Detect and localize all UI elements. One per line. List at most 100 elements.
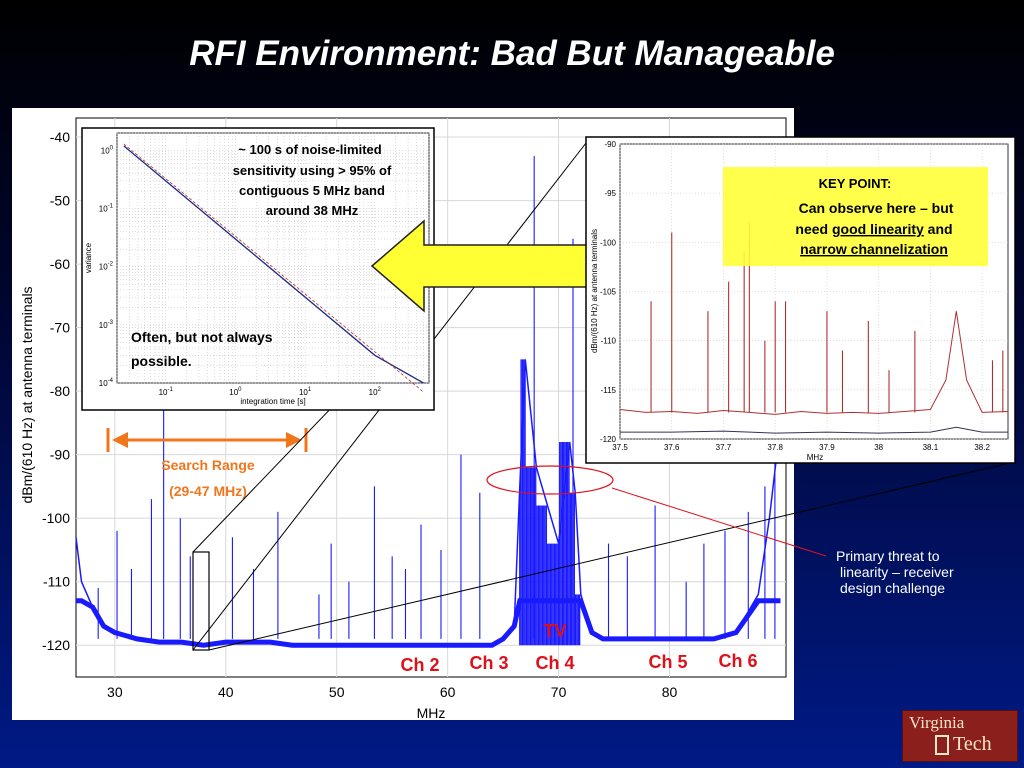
- variance-note-line2: sensitivity using > 95% of: [233, 163, 392, 178]
- main-ticks: 30 40 50 60 70 80-40-50-60-70-80-90-100-110-1…: [42, 129, 678, 700]
- search-range-sublabel: (29-47 MHz): [169, 483, 247, 499]
- variance-note-line1: ~ 100 s of noise-limited: [238, 142, 381, 157]
- variance-ytick-exp: -2: [108, 262, 114, 268]
- zoom-series-dark: [620, 426, 1008, 434]
- variance-xtick-base: 10: [369, 388, 378, 397]
- zoom-series-red: [619, 311, 1009, 415]
- variance-ytick-label: 100: [101, 145, 114, 155]
- main-xtick-label: 70: [551, 684, 567, 700]
- variance-note-line3: contiguous 5 MHz band: [239, 183, 385, 198]
- variance-ytick-base: 10: [99, 205, 108, 214]
- variance-ytick-base: 10: [99, 379, 108, 388]
- main-ytick-label: -80: [50, 383, 70, 399]
- zoom-ytick-label: -115: [601, 386, 617, 395]
- variance-ytick-base: 10: [99, 263, 108, 272]
- variance-xtick-label: 102: [369, 387, 382, 397]
- variance-ytick-label: 10-3: [99, 320, 114, 330]
- channel-label-2: Ch 2: [400, 655, 439, 675]
- search-range-bracket: [106, 428, 308, 452]
- search-range-arrow-right: [286, 432, 302, 448]
- zoom-xtick-label: 37.9: [819, 443, 835, 452]
- variance-xlabel: integration time [s]: [240, 397, 305, 406]
- main-xtick-label: 50: [329, 684, 345, 700]
- variance-curve: [123, 145, 424, 384]
- slide-title: RFI Environment: Bad But Manageable: [189, 34, 835, 73]
- tv-label: TV: [543, 621, 566, 641]
- variance-xtick-label: 101: [299, 387, 312, 397]
- tv-highlight-ellipse: [486, 465, 614, 495]
- main-ytick-label: -60: [50, 256, 70, 272]
- zoom-spikes: [650, 222, 1004, 413]
- variance-xtick-base: 10: [299, 388, 308, 397]
- variance-xtick-exp: 1: [308, 387, 312, 393]
- main-xtick-label: 30: [107, 684, 123, 700]
- annotation-leader: [611, 487, 827, 557]
- variance-plot-area: [116, 132, 430, 384]
- zoom-ytick-label: -95: [604, 189, 616, 198]
- key-point-line2-post: and: [924, 221, 953, 237]
- variance-ytick-exp: -4: [108, 378, 114, 384]
- main-ytick-label: -100: [42, 510, 70, 526]
- main-ytick-label: -70: [50, 320, 70, 336]
- search-range-arrow-left: [112, 432, 128, 448]
- main-spectrum-line: [75, 359, 782, 646]
- main-ytick-label: -90: [50, 447, 70, 463]
- key-point-line2-underlined: good linearity: [832, 221, 924, 237]
- zoom-ticks: 37.5 37.6 37.7 37.8 37.9 38 38.1 38.2 -90 -95 -100…: [600, 140, 990, 452]
- variance-ytick-label: 10-2: [99, 262, 114, 272]
- zoom-ytick-label: -120: [600, 435, 617, 444]
- annotation-line2: linearity – receiver: [840, 564, 954, 580]
- variance-caption-line2: possible.: [131, 353, 192, 369]
- variance-xtick-base: 10: [159, 388, 168, 397]
- main-ytick-label: -120: [42, 637, 70, 653]
- zoom-inset: 37.5 37.6 37.7 37.8 37.9 38 38.1 38.2 -90 -95 -100…: [585, 136, 1016, 464]
- key-point-line2-pre: need: [795, 221, 832, 237]
- variance-xtick-base: 10: [229, 388, 238, 397]
- main-xtick-label: 80: [662, 684, 678, 700]
- variance-note-line4: around 38 MHz: [266, 203, 359, 218]
- main-ytick-label: -50: [50, 193, 70, 209]
- variance-xtick-label: 10-1: [159, 387, 174, 397]
- zoom-ytick-label: -110: [601, 337, 617, 346]
- main-xtick-label: 60: [440, 684, 456, 700]
- variance-ytick-exp: -1: [108, 204, 114, 210]
- zoom-xlabel: MHz: [807, 453, 823, 462]
- variance-ytick-label: 10-4: [99, 378, 114, 388]
- zoom-xtick-label: 38: [874, 443, 883, 452]
- annotation-line1: Primary threat to: [836, 548, 940, 564]
- variance-grid: [116, 132, 430, 384]
- variance-ytick-base: 10: [101, 146, 110, 155]
- annotation-line3: design challenge: [840, 580, 945, 596]
- zoom-ytick-label: -100: [600, 238, 617, 247]
- key-point-line3: narrow channelization: [800, 241, 948, 257]
- zoom-line-right: [208, 461, 1015, 651]
- key-point-heading: KEY POINT:: [819, 176, 892, 191]
- zoom-ytick-label: -90: [604, 140, 616, 149]
- variance-caption-line1: Often, but not always: [131, 329, 273, 345]
- variance-ytick-exp: 0: [110, 145, 114, 151]
- zoom-xtick-label: 37.7: [716, 443, 732, 452]
- channel-label-6: Ch 6: [718, 651, 757, 671]
- channel-label-4: Ch 4: [535, 653, 574, 673]
- variance-xtick-exp: -1: [167, 387, 173, 393]
- zoom-xtick-label: 38.1: [923, 443, 939, 452]
- main-xlabel: MHz: [417, 705, 446, 721]
- logo-mark-icon: [935, 735, 949, 755]
- logo-line1: Virginia: [909, 713, 965, 732]
- main-ytick-label: -40: [50, 129, 70, 145]
- zoom-xtick-label: 37.6: [664, 443, 680, 452]
- main-ylabel: dBm/(610 Hz) at antenna terminals: [19, 286, 35, 503]
- variance-ytick-label: 10-1: [99, 204, 114, 214]
- variance-ytick-base: 10: [99, 321, 108, 330]
- logo-line2: Tech: [953, 733, 992, 755]
- key-point-line2: need good linearity and: [795, 221, 952, 237]
- zoom-xtick-label: 38.2: [974, 443, 990, 452]
- zoom-ytick-label: -105: [600, 288, 617, 297]
- channel-label-5: Ch 5: [648, 652, 687, 672]
- zoom-xtick-label: 37.5: [612, 443, 628, 452]
- search-range-label: Search Range: [161, 457, 255, 473]
- key-point-line1: Can observe here – but: [799, 200, 954, 216]
- virginia-tech-logo: Virginia Tech: [902, 710, 1018, 762]
